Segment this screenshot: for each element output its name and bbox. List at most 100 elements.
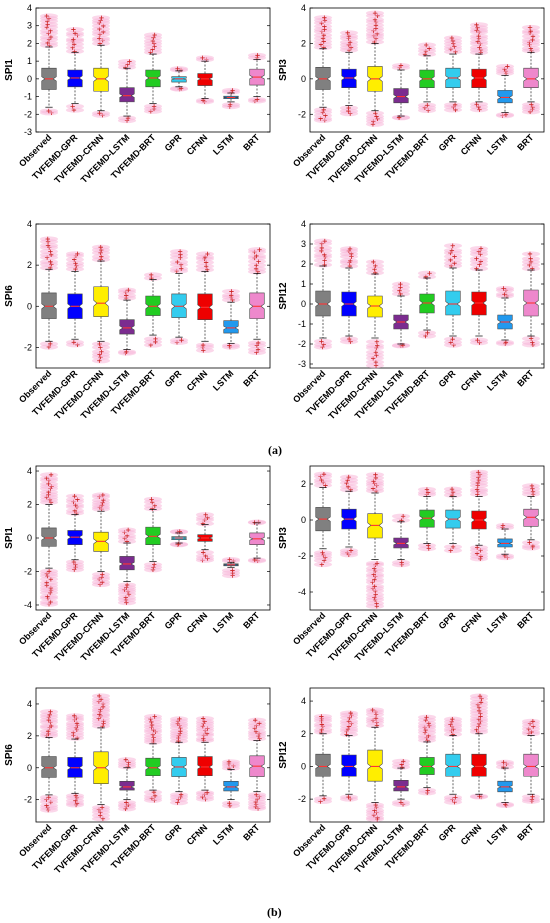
x-tick-label: GPR (163, 368, 184, 389)
outlier-marker (449, 35, 455, 41)
outlier-marker (529, 102, 534, 107)
outlier-marker (45, 236, 50, 242)
x-tick-label: LSTM (211, 132, 235, 156)
box-lstm (495, 522, 515, 561)
x-tick-label: GPR (163, 132, 184, 153)
x-tick-label: CFNN (185, 132, 210, 157)
box-body (393, 780, 409, 792)
y-tick-label: 4 (27, 466, 32, 476)
box-tvfemd-cfnn (365, 472, 385, 609)
box-cfnn (195, 715, 215, 802)
outlier-marker (99, 15, 104, 21)
chart-panel: -2024SPI12ObservedTVFEMD-GPRTVFEMD-CFNNT… (278, 687, 545, 875)
outlier-halo (443, 794, 463, 800)
box-body (119, 556, 135, 571)
outlier-marker (320, 550, 325, 555)
box-tvfemd-lstm (117, 58, 137, 124)
y-tick-label: -1 (298, 319, 306, 329)
y-tick-label: -4 (298, 587, 306, 597)
x-tick-label: BRT (515, 822, 536, 843)
box-body (197, 73, 213, 86)
outlier-marker (227, 800, 232, 806)
outlier-marker (373, 350, 379, 355)
y-axis-label: SPI1 (4, 59, 15, 81)
outlier-marker (371, 259, 376, 265)
outlier-marker (528, 336, 534, 341)
x-tick-label: TVFEMD-GPR (30, 610, 79, 659)
outlier-marker (425, 788, 430, 793)
plot-frame (35, 223, 271, 369)
box-tvfemd-lstm (117, 757, 137, 812)
outlier-halo (469, 266, 489, 272)
box-lstm (221, 87, 241, 110)
outlier-marker (252, 718, 258, 723)
box-tvfemd-lstm (117, 287, 137, 356)
y-axis-label: SPI12 (278, 282, 289, 310)
box-observed (313, 471, 333, 568)
y-tick-label: 0 (27, 74, 32, 84)
x-tick-label: BRT (241, 610, 262, 631)
outlier-marker (71, 27, 76, 32)
y-tick-label: -2 (24, 566, 32, 576)
chart-panel: -4-202SPI3ObservedTVFEMD-GPRTVFEMD-CFNNT… (278, 465, 545, 663)
outlier-halo (391, 758, 411, 764)
box-tvfemd-brt (143, 496, 163, 573)
x-tick-label: BRT (515, 368, 536, 389)
outlier-marker (373, 111, 378, 116)
box-cfnn (469, 693, 489, 800)
x-tick-label: TVFEMD-GPR (30, 132, 79, 181)
chart-panel: -3-2-101234SPI12ObservedTVFEMD-GPRTVFEMD… (278, 219, 545, 421)
y-tick-label: 2 (27, 500, 32, 510)
plot-frame (35, 7, 271, 133)
y-tick-label: 1 (27, 56, 32, 66)
box-cfnn (195, 512, 215, 563)
outlier-marker (453, 795, 458, 800)
y-tick-label: 2 (27, 260, 32, 270)
outlier-halo (365, 343, 385, 349)
outlier-marker (179, 266, 184, 271)
box-tvfemd-cfnn (91, 15, 111, 118)
outlier-marker (179, 337, 184, 343)
plot-frame (35, 687, 271, 823)
outlier-marker (372, 10, 378, 16)
outlier-marker (230, 568, 235, 573)
outlier-marker (400, 514, 406, 519)
box-body (41, 527, 57, 547)
outlier-marker (401, 759, 406, 764)
box-body (119, 781, 135, 791)
outlier-marker (177, 249, 183, 254)
x-tick-label: BRT (241, 822, 262, 843)
x-tick-label: CFNN (185, 610, 210, 635)
box-tvfemd-gpr (65, 26, 85, 113)
x-tick-label: BRT (515, 132, 536, 153)
outlier-marker (477, 693, 483, 699)
outlier-marker (527, 251, 533, 257)
box-gpr (443, 486, 463, 554)
y-tick-label: 4 (27, 219, 32, 229)
box-tvfemd-lstm (391, 758, 411, 807)
box-observed (39, 236, 59, 350)
box-tvfemd-brt (417, 270, 437, 339)
y-tick-label: -2 (24, 109, 32, 119)
x-tick-label: LSTM (211, 368, 235, 392)
chart-panel: -2024SPI6ObservedTVFEMD-GPRTVFEMD-CFNNTV… (4, 687, 271, 875)
x-tick-label: CFNN (459, 368, 484, 393)
y-tick-label: -2 (298, 109, 306, 119)
outlier-marker (71, 340, 77, 345)
box-lstm (221, 759, 241, 809)
outlier-marker (229, 289, 234, 294)
outlier-marker (321, 472, 327, 477)
y-tick-label: -2 (298, 551, 306, 561)
outlier-halo (469, 22, 489, 28)
outlier-marker (98, 244, 103, 250)
box-cfnn (195, 251, 215, 354)
outlier-marker (255, 53, 260, 58)
outlier-marker (425, 330, 430, 336)
y-tick-label: 4 (301, 696, 306, 706)
box-body (393, 88, 409, 104)
outlier-marker (200, 716, 206, 721)
caption-a: (a) (268, 443, 282, 457)
box-cfnn (469, 22, 489, 113)
outlier-marker (345, 30, 350, 36)
